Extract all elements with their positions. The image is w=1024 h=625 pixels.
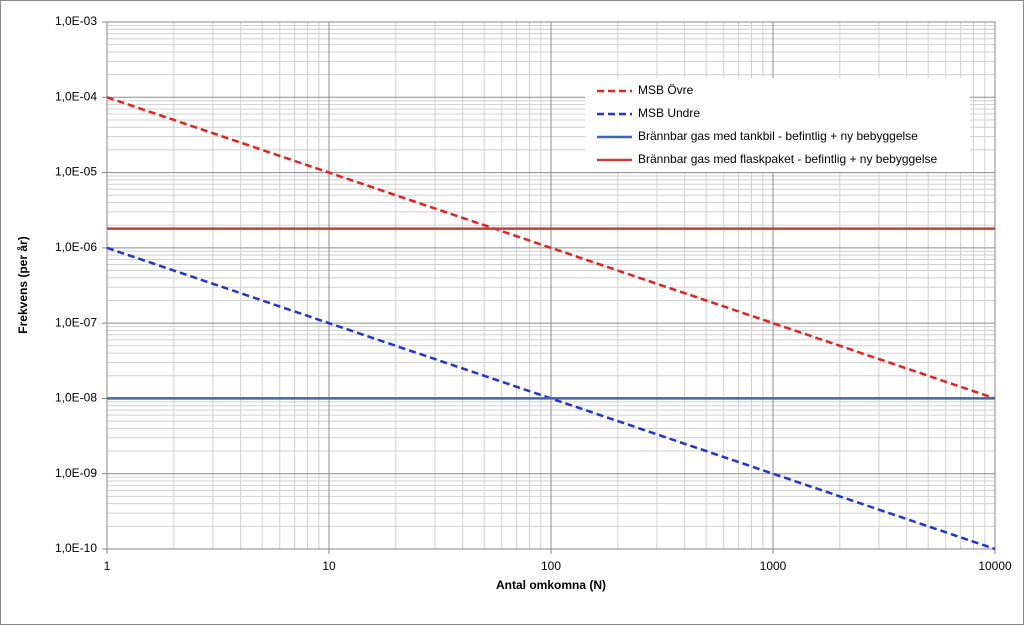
- line-series: [106, 96, 996, 400]
- legend-label: Brännbar gas med flaskpaket - befintlig …: [638, 152, 938, 166]
- legend-label: MSB Övre: [638, 83, 694, 97]
- x-tick-label: 100: [541, 559, 561, 573]
- y-tick-label: 1,0E-10: [55, 541, 97, 555]
- x-tick-label: 1: [104, 559, 111, 573]
- y-tick-label: 1,0E-06: [55, 240, 97, 254]
- y-tick-label: 1,0E-08: [55, 391, 97, 405]
- y-tick-label: 1,0E-07: [55, 315, 97, 329]
- x-tick-label: 10: [322, 559, 336, 573]
- y-axis-title: Frekvens (per år): [16, 236, 30, 333]
- plot-area: [106, 21, 996, 550]
- y-tick-label: 1,0E-05: [55, 165, 97, 179]
- legend-label: MSB Undre: [638, 106, 700, 120]
- x-tick-label: 10000: [978, 559, 1012, 573]
- y-tick-label: 1,0E-04: [55, 89, 97, 103]
- x-tick-label: 1000: [760, 559, 787, 573]
- legend-box: [585, 78, 970, 172]
- y-tick-label: 1,0E-09: [55, 466, 97, 480]
- x-axis-title: Antal omkomna (N): [496, 578, 606, 592]
- legend-label: Brännbar gas med tankbil - befintlig + n…: [638, 129, 918, 143]
- y-tick-label: 1,0E-03: [55, 14, 97, 28]
